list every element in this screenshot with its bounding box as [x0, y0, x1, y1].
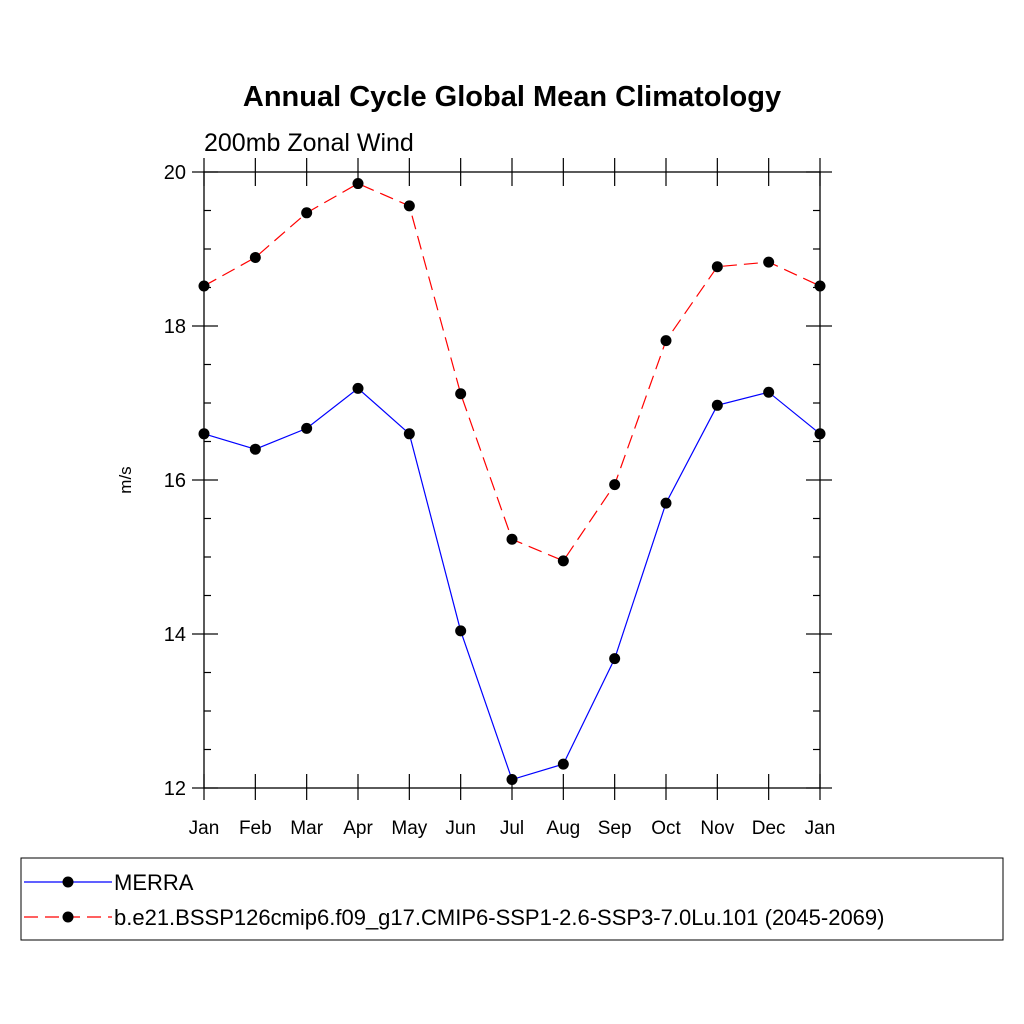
data-point: [198, 280, 210, 292]
x-tick-label: Jul: [500, 818, 524, 839]
data-point: [609, 479, 621, 491]
data-point: [249, 251, 261, 263]
series-line-0: [203, 387, 821, 781]
chart-title: Annual Cycle Global Mean Climatology: [243, 81, 781, 113]
legend-marker-1: [62, 911, 74, 923]
y-tick-label: 18: [164, 316, 186, 338]
series-lines: [203, 182, 821, 781]
y-tick-label: 16: [164, 470, 186, 492]
data-point: [660, 335, 672, 347]
y-tick-label: 14: [164, 624, 186, 646]
data-point: [506, 533, 518, 545]
legend: MERRA b.e21.BSSP126cmip6.f09_g17.CMIP6-SS…: [20, 857, 1004, 941]
data-point: [557, 555, 569, 567]
legend-box: [20, 857, 1004, 941]
data-point: [711, 399, 723, 411]
data-point: [301, 422, 313, 434]
data-point: [814, 428, 826, 440]
data-point: [301, 207, 313, 219]
data-point: [557, 758, 569, 770]
axes: 12 14 16 18 20 Jan Feb Mar Apr May Jun Jul Aug Sep Oct…: [164, 158, 836, 839]
data-point: [198, 428, 210, 440]
x-tick-label: Jan: [189, 818, 220, 839]
y-axis-label: m/s: [116, 466, 135, 493]
data-point: [352, 382, 364, 394]
x-tick-label: Aug: [546, 818, 580, 839]
data-point: [763, 386, 775, 398]
legend-label-1: b.e21.BSSP126cmip6.f09_g17.CMIP6-SSP1-2.…: [114, 905, 884, 930]
x-tick-label: Jan: [805, 818, 836, 839]
data-point: [763, 256, 775, 268]
plot-frame: [203, 171, 821, 789]
x-tick-label: Jun: [445, 818, 476, 839]
chart-subtitle: 200mb Zonal Wind: [204, 129, 414, 157]
x-tick-label: Sep: [598, 818, 632, 839]
data-point: [455, 625, 467, 637]
x-tick-label: Nov: [700, 818, 734, 839]
data-point: [455, 388, 467, 400]
data-point: [403, 428, 415, 440]
x-tick-label: Oct: [651, 818, 681, 839]
legend-label-0: MERRA: [114, 870, 194, 895]
y-tick-label: 20: [164, 162, 186, 184]
data-point: [660, 497, 672, 509]
data-point: [711, 261, 723, 273]
data-point: [352, 178, 364, 190]
series-points: [198, 178, 826, 786]
x-tick-label: Apr: [343, 818, 373, 839]
x-tick-label: Mar: [290, 818, 323, 839]
data-point: [609, 653, 621, 665]
data-point: [403, 200, 415, 212]
data-point: [249, 443, 261, 455]
series-line-1: [203, 182, 821, 562]
legend-marker-0: [62, 876, 74, 888]
x-tick-label: May: [391, 818, 427, 839]
data-point: [814, 280, 826, 292]
x-tick-label: Dec: [752, 818, 786, 839]
x-tick-label: Feb: [239, 818, 272, 839]
y-tick-label: 12: [164, 778, 186, 800]
data-point: [506, 774, 518, 786]
